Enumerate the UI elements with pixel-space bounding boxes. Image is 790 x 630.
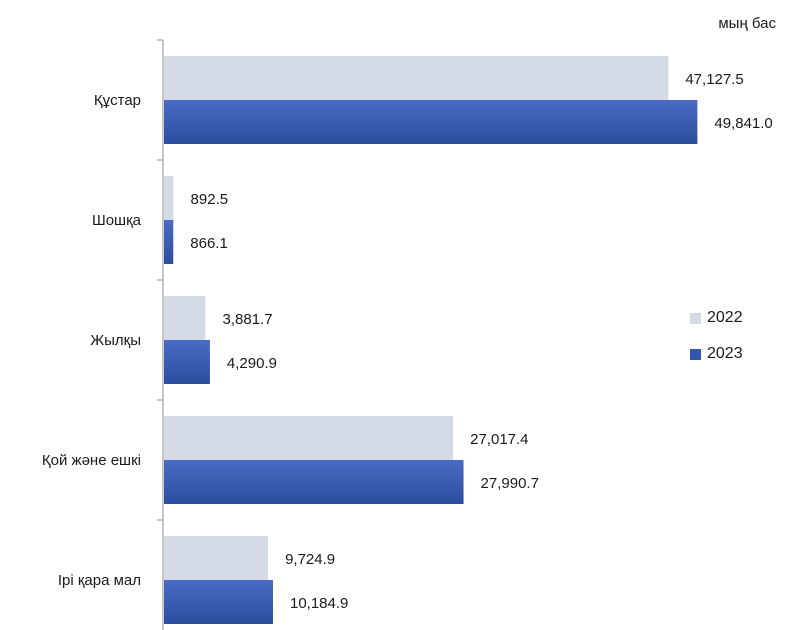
data-label-2023: 49,841.0 <box>714 115 772 132</box>
data-label-2023: 10,184.9 <box>290 595 348 612</box>
data-label-2022: 9,724.9 <box>285 551 335 568</box>
data-label-2023: 27,990.7 <box>481 475 539 492</box>
bar-2023 <box>164 460 464 504</box>
legend-label-2023: 2023 <box>707 345 743 362</box>
bar-2023 <box>164 580 273 624</box>
unit-label: мың бас <box>718 15 776 32</box>
legend-swatch-2022 <box>690 312 701 324</box>
bar-2022 <box>164 416 454 460</box>
bar-2022 <box>164 176 174 220</box>
bar-2023 <box>164 220 174 264</box>
legend-swatch-2023 <box>690 348 701 360</box>
bar-2023 <box>164 340 210 384</box>
category-label: Құстар <box>94 92 141 109</box>
data-label-2022: 47,127.5 <box>685 71 743 88</box>
data-label-2022: 3,881.7 <box>223 311 273 328</box>
legend-item-2023: 2023 <box>690 344 743 364</box>
category-label: Ірі қара мал <box>58 572 141 589</box>
bar-2022 <box>164 536 269 580</box>
data-label-2023: 866.1 <box>190 235 228 252</box>
legend-item-2022: 2022 <box>690 308 743 328</box>
category-label: Шошқа <box>92 212 142 229</box>
data-label-2022: 892.5 <box>191 191 229 208</box>
legend: 2022 2023 <box>690 308 743 380</box>
bar-2023 <box>164 100 698 144</box>
bar-2022 <box>164 296 206 340</box>
data-label-2022: 27,017.4 <box>470 431 528 448</box>
legend-label-2022: 2022 <box>707 309 743 326</box>
category-label: Жылқы <box>90 332 141 349</box>
data-label-2023: 4,290.9 <box>227 355 277 372</box>
bar-2022 <box>164 56 669 100</box>
category-label: Қой және ешкі <box>42 452 141 469</box>
